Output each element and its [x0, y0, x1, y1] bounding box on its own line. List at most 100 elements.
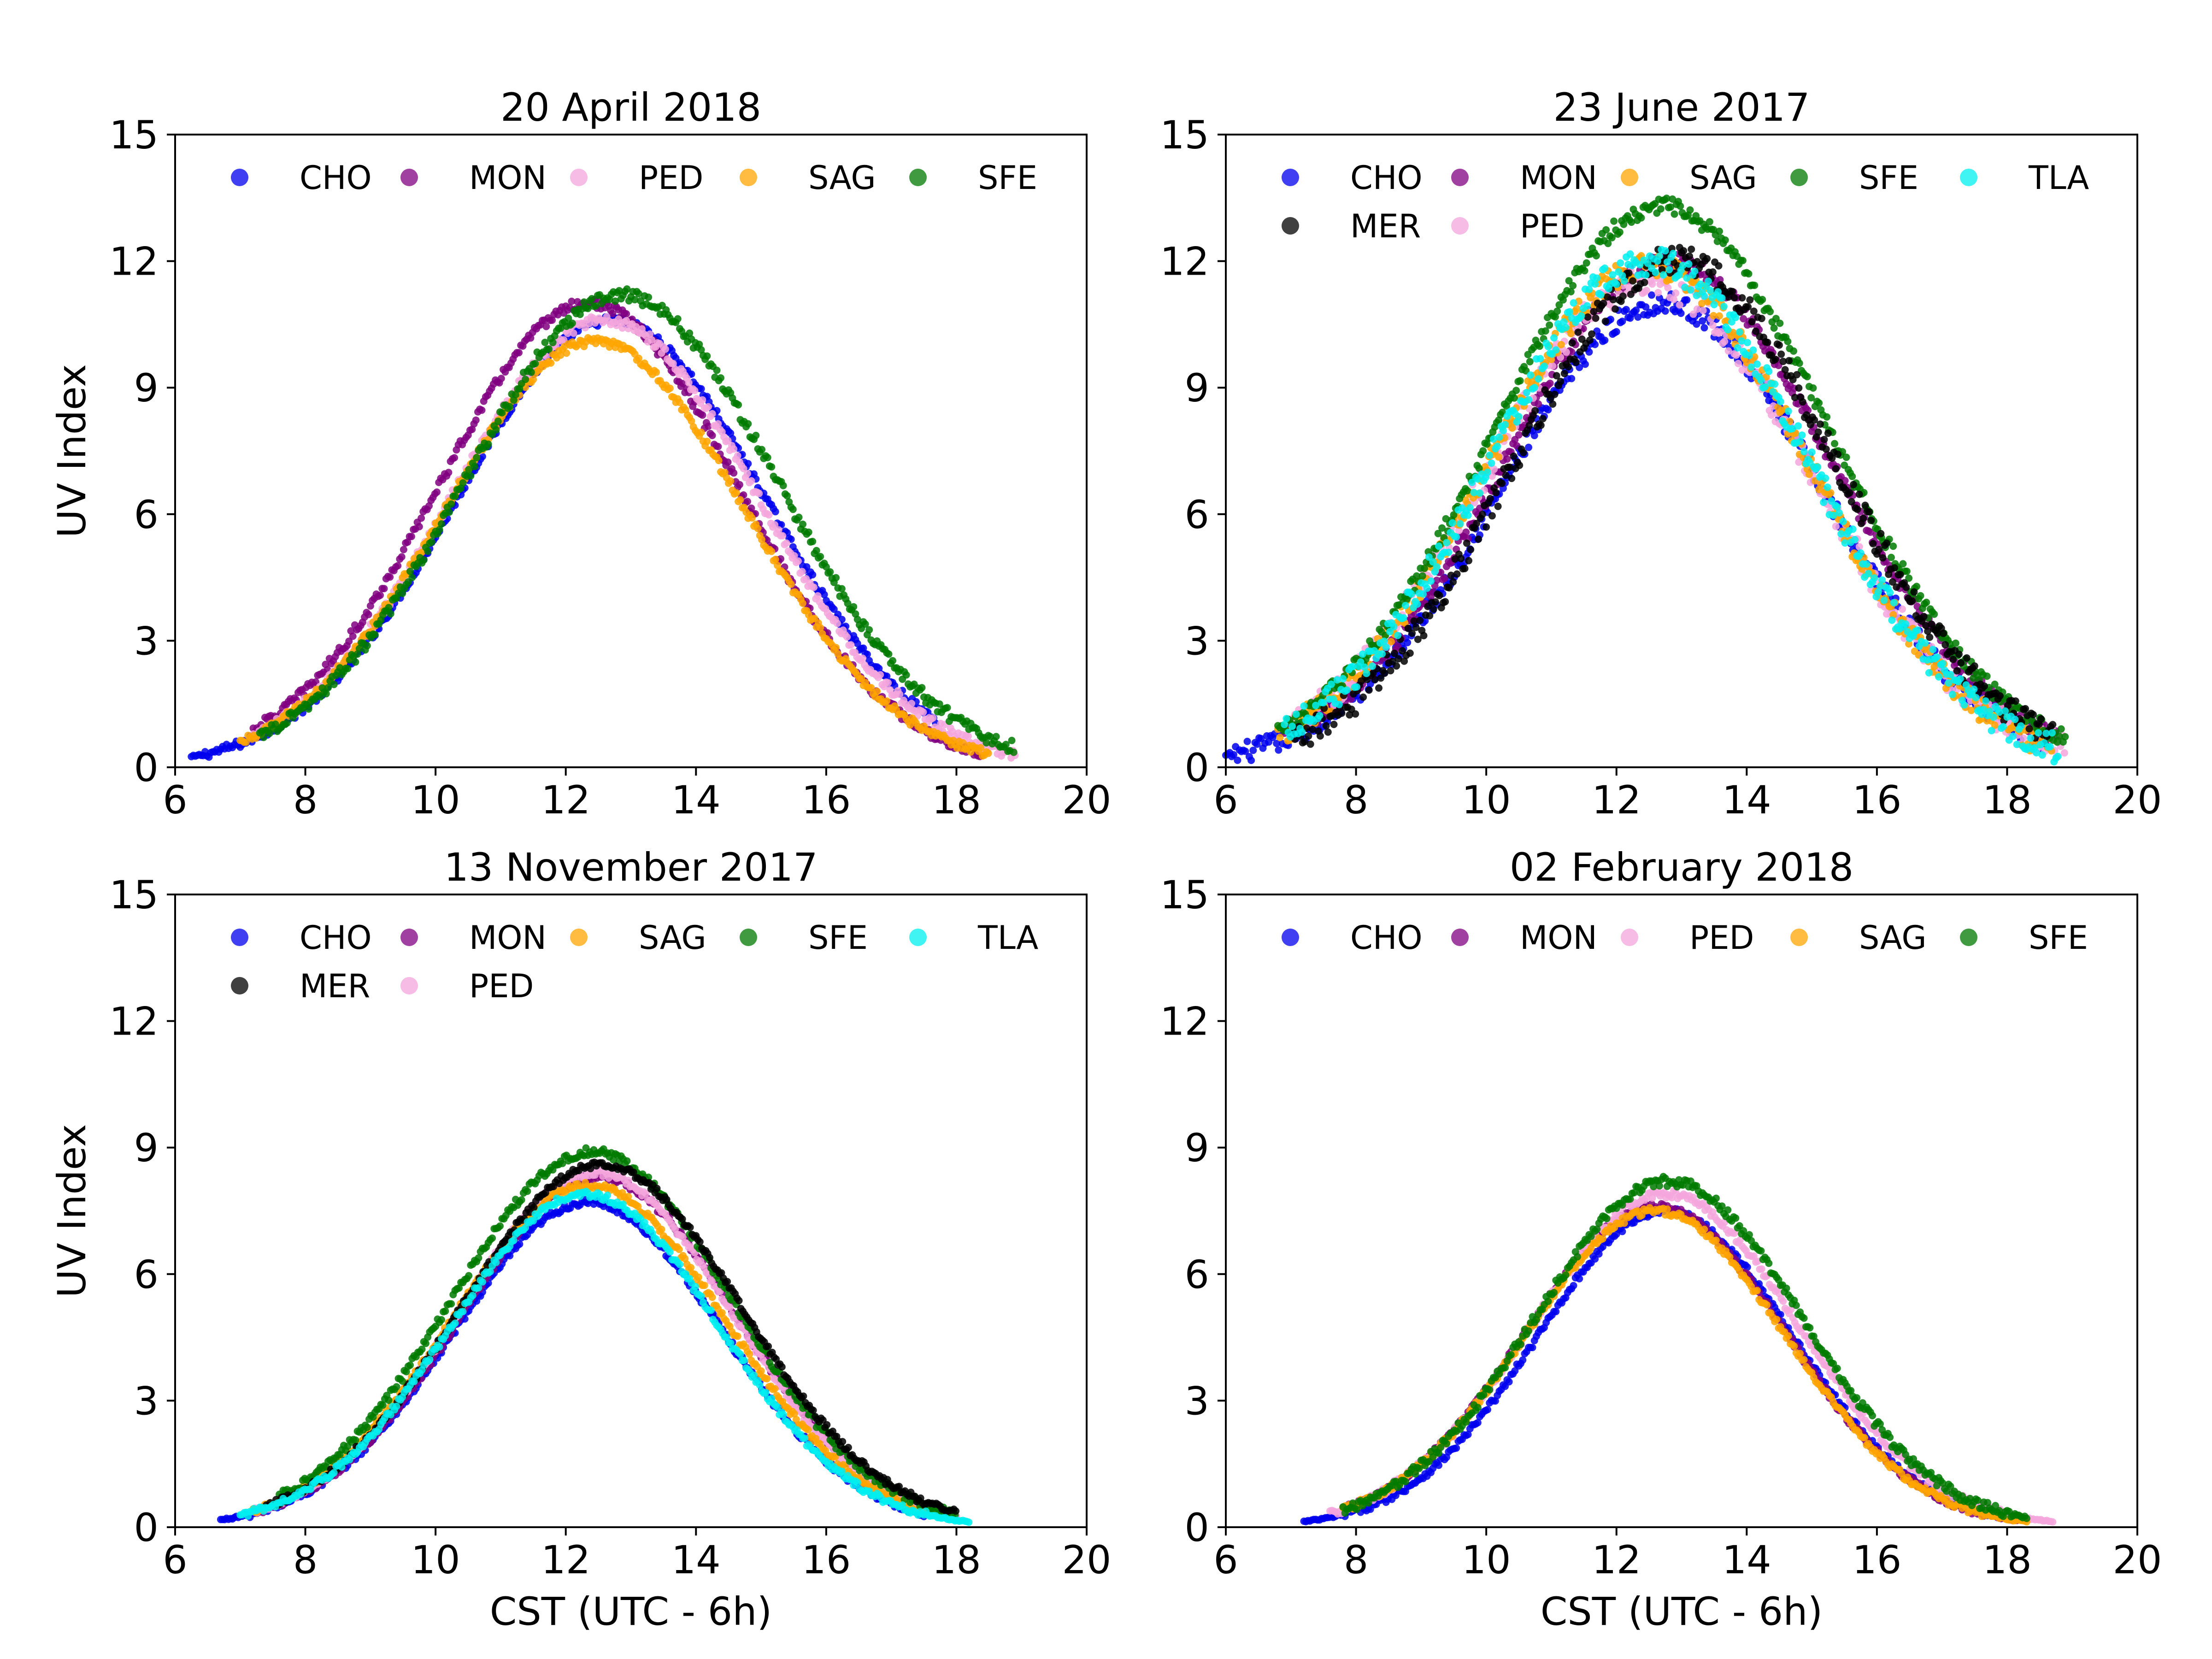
data-point [1448, 519, 1456, 527]
data-point [977, 744, 984, 752]
data-point [1435, 592, 1443, 600]
data-point [1483, 523, 1490, 531]
data-point [478, 406, 486, 414]
legend-label: TLA [2028, 159, 2089, 197]
y-tick-label: 6 [1185, 492, 1209, 537]
data-point [1612, 328, 1620, 335]
data-point [1652, 269, 1659, 276]
data-point [1899, 605, 1906, 613]
data-point [717, 374, 724, 382]
data-point [1463, 539, 1471, 547]
data-point [1750, 307, 1758, 315]
data-point [1526, 358, 1534, 365]
data-point [752, 431, 760, 439]
y-tick-label: 15 [1160, 112, 1209, 158]
data-point [984, 749, 992, 757]
data-point [1430, 606, 1437, 613]
data-point [708, 410, 716, 418]
data-point [799, 600, 806, 607]
data-point [867, 684, 875, 692]
data-point [1865, 570, 1872, 577]
legend-label: MON [1520, 159, 1597, 197]
data-point [1703, 255, 1711, 263]
legend-item-mon: MON [400, 159, 547, 197]
data-point [859, 654, 866, 662]
data-point [1435, 542, 1442, 550]
data-point [1330, 721, 1338, 728]
legend-label: PED [1520, 207, 1584, 245]
data-point [1527, 371, 1535, 379]
data-point [779, 532, 787, 540]
data-point [1641, 278, 1648, 286]
data-point [1378, 650, 1386, 658]
data-point [1921, 639, 1929, 647]
data-point [1718, 294, 1726, 302]
data-point [1795, 384, 1803, 392]
data-point [1715, 262, 1723, 270]
data-point [775, 526, 782, 534]
data-point [345, 637, 353, 645]
data-point [2046, 743, 2054, 751]
data-point [2017, 722, 2025, 730]
data-point [1784, 338, 1792, 345]
data-point [1715, 312, 1723, 320]
data-point [363, 642, 371, 650]
data-point [799, 520, 806, 528]
data-point [794, 557, 802, 565]
data-point [1883, 539, 1890, 547]
data-point [798, 568, 806, 576]
data-point [1353, 683, 1360, 691]
data-point [1433, 563, 1441, 571]
data-point [1926, 633, 1934, 641]
data-point [1339, 675, 1347, 682]
data-point [1360, 663, 1368, 671]
data-point [1622, 306, 1630, 313]
data-point [1683, 296, 1691, 304]
data-point [1861, 501, 1869, 509]
data-point [424, 547, 432, 555]
data-point [512, 391, 519, 399]
data-point [1706, 218, 1713, 226]
data-point [541, 339, 549, 346]
legend-marker [231, 169, 248, 186]
data-point [1495, 453, 1502, 461]
data-point [1629, 277, 1636, 285]
data-point [1676, 301, 1683, 309]
data-point [1720, 303, 1728, 311]
data-point [344, 665, 352, 672]
data-point [1879, 554, 1887, 562]
data-point [1616, 228, 1624, 236]
data-point [1610, 217, 1618, 225]
data-point [1745, 270, 1753, 278]
data-point [2009, 732, 2017, 740]
data-point [1531, 407, 1539, 415]
data-point [1670, 295, 1677, 303]
data-point [451, 454, 459, 462]
data-point [699, 411, 706, 419]
data-point [1298, 728, 1306, 736]
data-point [1305, 732, 1312, 740]
data-point [1010, 748, 1018, 756]
data-point [1581, 267, 1588, 275]
y-tick-label: 0 [134, 745, 159, 790]
data-point [1815, 399, 1823, 407]
data-point [1498, 479, 1506, 487]
data-point [743, 470, 751, 477]
data-point [1539, 415, 1547, 423]
data-point [445, 508, 453, 516]
series-sag [236, 334, 992, 760]
data-point [1394, 631, 1401, 639]
data-point [1546, 321, 1553, 329]
data-point [1501, 421, 1509, 429]
data-point [400, 546, 407, 553]
data-point [1316, 732, 1324, 740]
data-point [1671, 210, 1678, 218]
data-point [1948, 691, 1956, 698]
data-point [1661, 307, 1669, 315]
data-point [1619, 292, 1627, 300]
data-point [565, 314, 572, 322]
data-point [1253, 740, 1261, 748]
data-point [1530, 384, 1538, 391]
data-point [1525, 443, 1532, 451]
